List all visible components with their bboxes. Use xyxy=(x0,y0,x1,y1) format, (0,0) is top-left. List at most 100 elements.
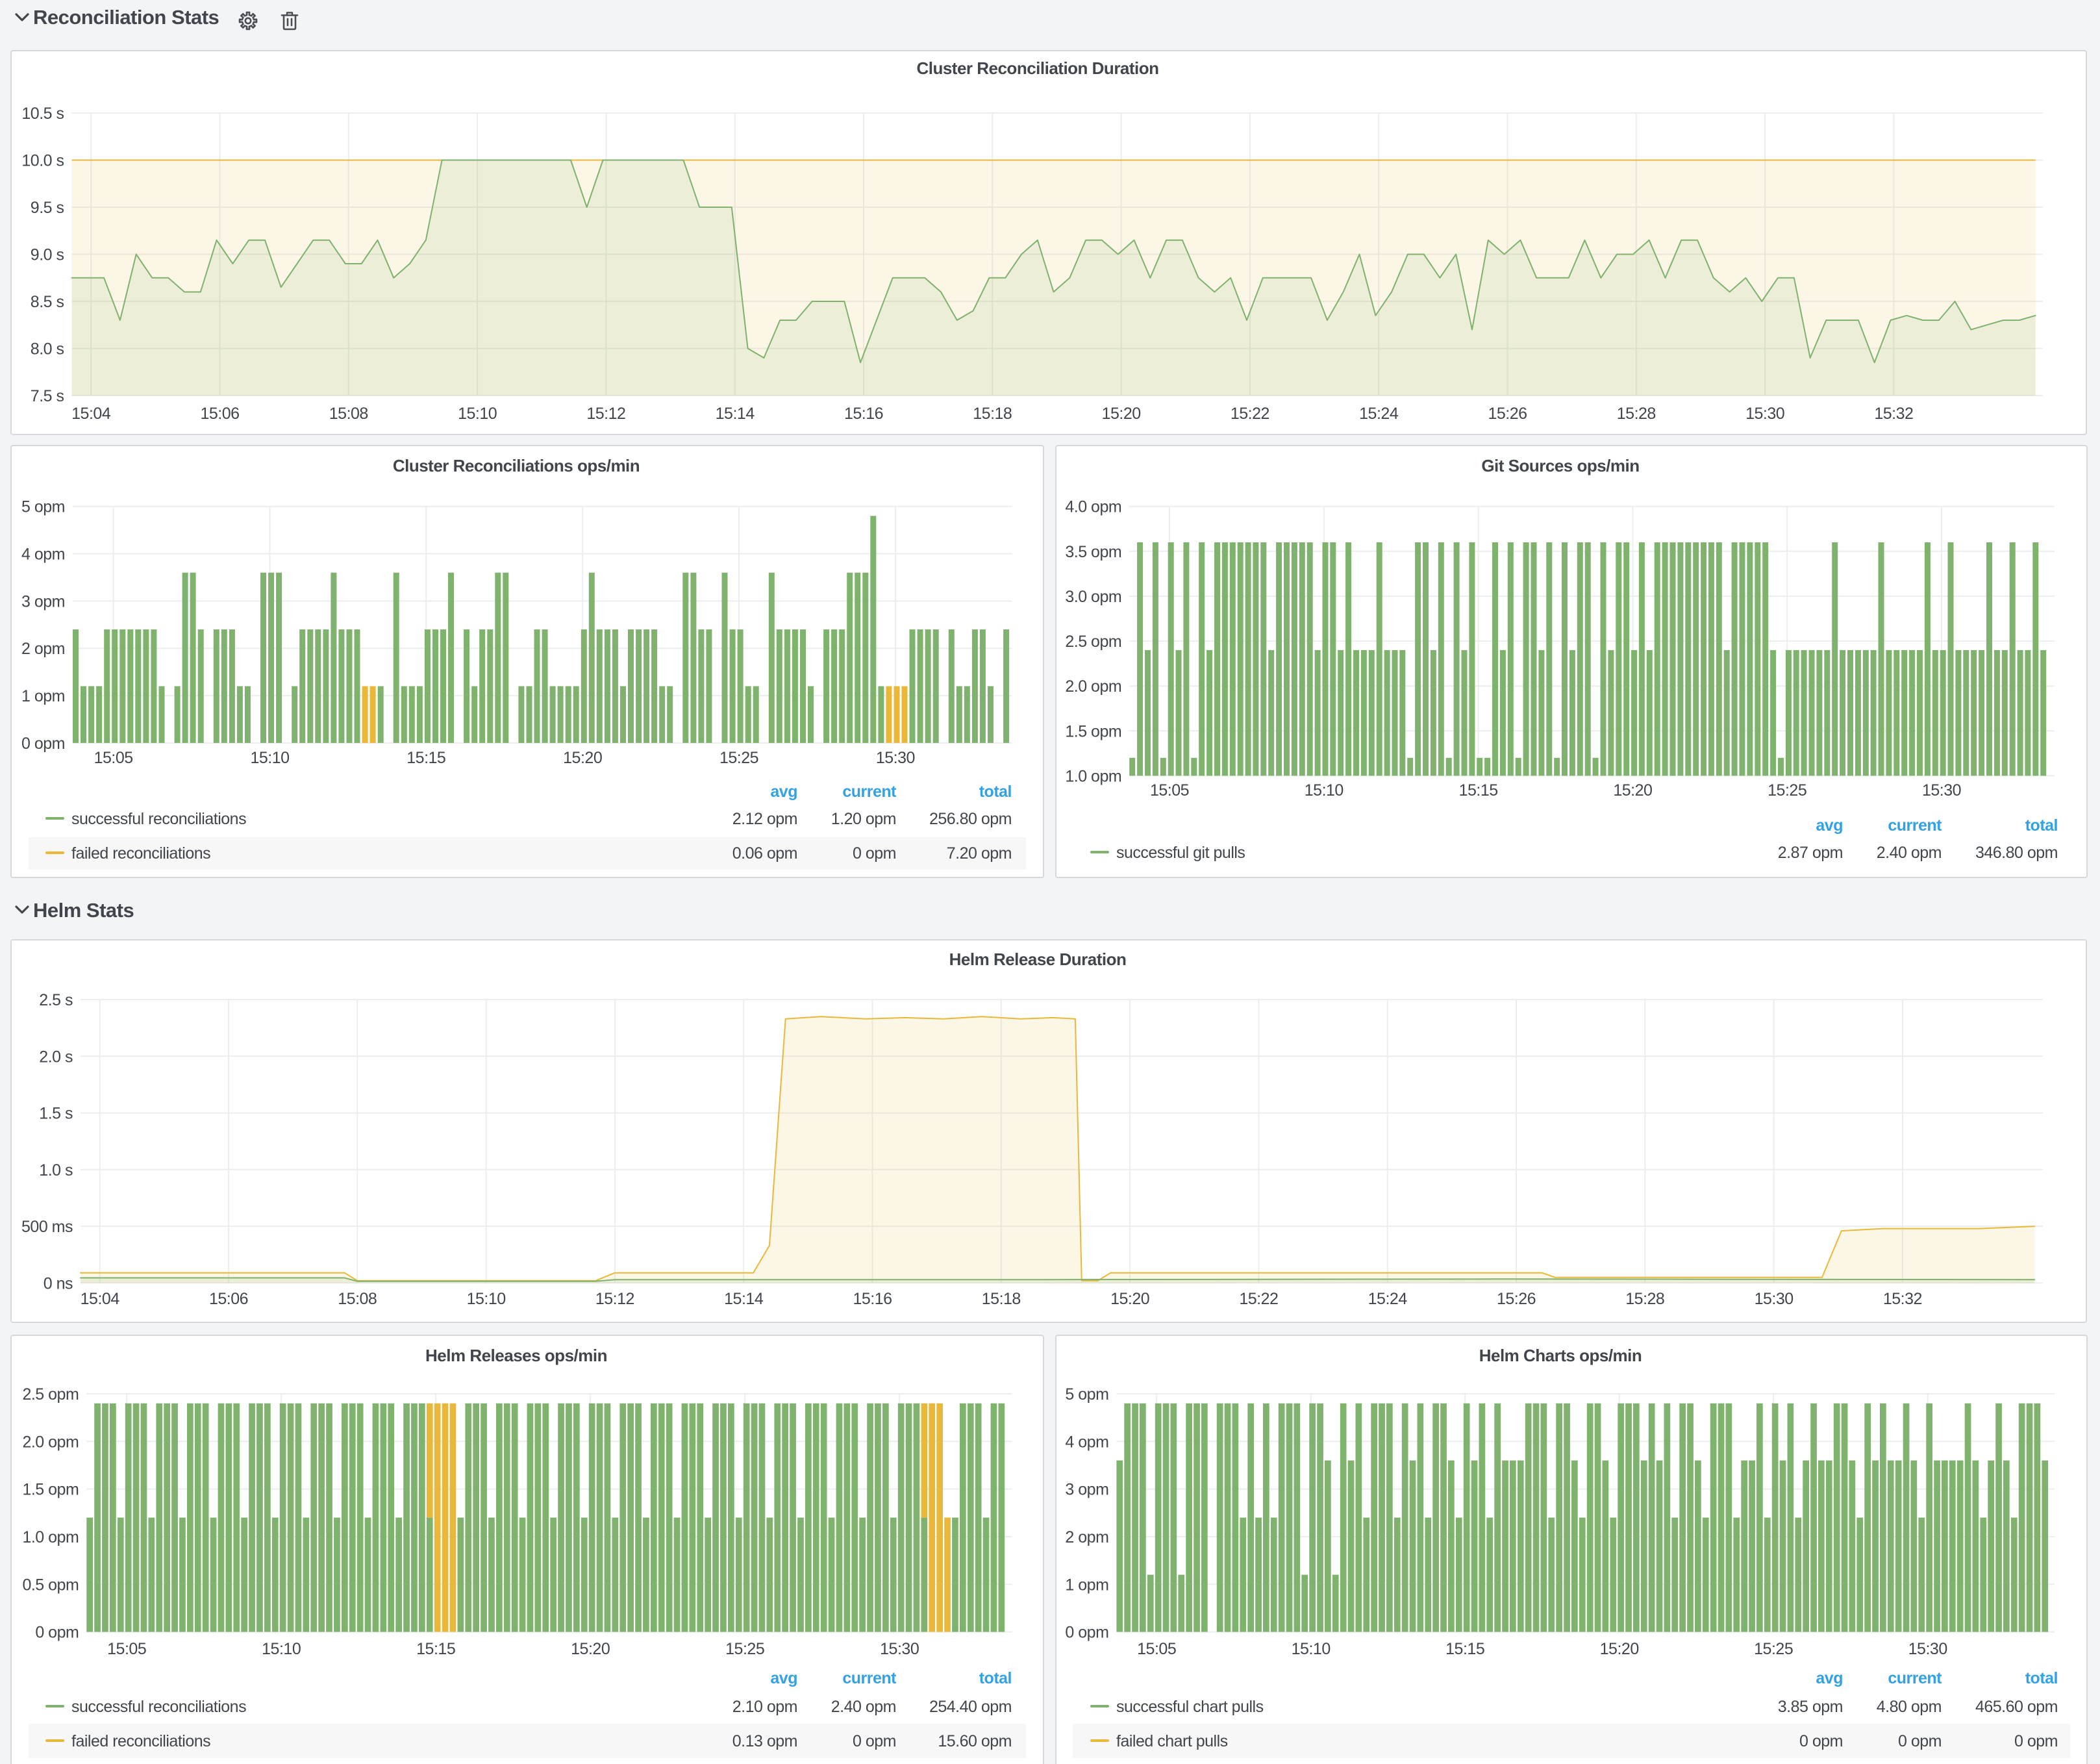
svg-text:2.0 opm: 2.0 opm xyxy=(1065,677,1121,696)
svg-text:1.0 s: 1.0 s xyxy=(39,1161,73,1179)
svg-text:successful reconciliations: successful reconciliations xyxy=(71,1698,246,1716)
svg-text:15:16: 15:16 xyxy=(844,405,883,423)
svg-text:5 opm: 5 opm xyxy=(21,498,65,516)
svg-text:Helm Releases ops/min: Helm Releases ops/min xyxy=(425,1346,607,1365)
svg-text:15:30: 15:30 xyxy=(1745,405,1784,423)
svg-text:3.5 opm: 3.5 opm xyxy=(1065,543,1121,561)
svg-text:15:20: 15:20 xyxy=(563,749,602,767)
svg-text:Reconciliation Stats: Reconciliation Stats xyxy=(33,6,219,29)
svg-text:Helm Release Duration: Helm Release Duration xyxy=(949,950,1127,969)
svg-text:Cluster Reconciliations ops/mi: Cluster Reconciliations ops/min xyxy=(393,456,640,475)
svg-text:7.5 s: 7.5 s xyxy=(31,387,64,405)
svg-text:15:08: 15:08 xyxy=(338,1290,377,1308)
svg-text:1.5 opm: 1.5 opm xyxy=(22,1481,79,1499)
svg-text:3.85 opm: 3.85 opm xyxy=(1778,1698,1843,1716)
svg-text:15:25: 15:25 xyxy=(1754,1640,1793,1658)
svg-text:15:32: 15:32 xyxy=(1883,1290,1922,1308)
svg-text:3 opm: 3 opm xyxy=(1065,1481,1108,1499)
svg-text:failed chart pulls: failed chart pulls xyxy=(1116,1732,1228,1750)
svg-text:0 opm: 0 opm xyxy=(1799,1732,1843,1750)
svg-text:15:12: 15:12 xyxy=(586,405,625,423)
svg-text:failed reconciliations: failed reconciliations xyxy=(71,844,210,863)
svg-text:15:30: 15:30 xyxy=(1908,1640,1947,1658)
svg-text:total: total xyxy=(2025,816,2058,835)
svg-text:346.80 opm: 346.80 opm xyxy=(1975,844,2058,862)
svg-text:0 opm: 0 opm xyxy=(2014,1732,2058,1750)
svg-text:0 ns: 0 ns xyxy=(44,1274,73,1292)
svg-text:15:20: 15:20 xyxy=(1110,1290,1149,1308)
svg-text:15:26: 15:26 xyxy=(1497,1290,1536,1308)
svg-text:15.60 opm: 15.60 opm xyxy=(938,1732,1012,1750)
svg-text:15:05: 15:05 xyxy=(94,749,133,767)
svg-text:0 opm: 0 opm xyxy=(1065,1624,1108,1642)
svg-text:15:04: 15:04 xyxy=(71,405,111,423)
svg-text:0 opm: 0 opm xyxy=(21,735,65,753)
svg-text:current: current xyxy=(842,783,897,801)
svg-text:0.06 opm: 0.06 opm xyxy=(732,844,797,863)
svg-text:15:10: 15:10 xyxy=(262,1640,301,1658)
svg-text:15:15: 15:15 xyxy=(1459,781,1498,800)
svg-text:15:10: 15:10 xyxy=(250,749,289,767)
svg-text:3 opm: 3 opm xyxy=(21,592,65,611)
svg-text:15:26: 15:26 xyxy=(1488,405,1527,423)
svg-text:15:14: 15:14 xyxy=(716,405,755,423)
svg-text:15:10: 15:10 xyxy=(458,405,497,423)
svg-text:1.0 opm: 1.0 opm xyxy=(22,1528,79,1546)
svg-text:15:18: 15:18 xyxy=(982,1290,1021,1308)
svg-text:4.0 opm: 4.0 opm xyxy=(1065,498,1121,516)
svg-text:15:25: 15:25 xyxy=(725,1640,764,1658)
svg-text:Helm Charts ops/min: Helm Charts ops/min xyxy=(1479,1346,1642,1365)
svg-text:15:06: 15:06 xyxy=(200,405,239,423)
svg-text:9.5 s: 9.5 s xyxy=(31,199,64,217)
svg-text:current: current xyxy=(1888,1669,1942,1687)
svg-text:0 opm: 0 opm xyxy=(853,844,896,863)
svg-text:avg: avg xyxy=(1816,1669,1843,1687)
svg-text:2.87 opm: 2.87 opm xyxy=(1778,844,1843,862)
svg-text:1.20 opm: 1.20 opm xyxy=(831,810,896,828)
svg-text:15:10: 15:10 xyxy=(1292,1640,1331,1658)
svg-text:15:14: 15:14 xyxy=(724,1290,764,1308)
svg-text:total: total xyxy=(979,783,1012,801)
svg-text:15:15: 15:15 xyxy=(1445,1640,1484,1658)
svg-text:15:16: 15:16 xyxy=(853,1290,892,1308)
svg-text:1 opm: 1 opm xyxy=(21,687,65,705)
svg-text:4 opm: 4 opm xyxy=(1065,1433,1108,1451)
svg-text:successful chart pulls: successful chart pulls xyxy=(1116,1698,1264,1716)
svg-text:1 opm: 1 opm xyxy=(1065,1576,1108,1594)
svg-text:10.0 s: 10.0 s xyxy=(21,152,64,170)
svg-text:2.0 opm: 2.0 opm xyxy=(22,1433,79,1451)
svg-text:500 ms: 500 ms xyxy=(21,1218,73,1236)
svg-text:15:32: 15:32 xyxy=(1874,405,1913,423)
svg-text:15:20: 15:20 xyxy=(1102,405,1141,423)
svg-text:15:20: 15:20 xyxy=(571,1640,610,1658)
svg-text:0 opm: 0 opm xyxy=(35,1624,79,1642)
svg-text:7.20 opm: 7.20 opm xyxy=(947,844,1012,863)
svg-text:15:20: 15:20 xyxy=(1600,1640,1639,1658)
svg-text:15:24: 15:24 xyxy=(1368,1290,1408,1308)
svg-text:1.0 opm: 1.0 opm xyxy=(1065,767,1121,785)
svg-text:15:22: 15:22 xyxy=(1231,405,1269,423)
svg-text:15:20: 15:20 xyxy=(1613,781,1652,800)
svg-text:Git Sources ops/min: Git Sources ops/min xyxy=(1481,456,1639,475)
svg-text:2.40 opm: 2.40 opm xyxy=(1877,844,1942,862)
svg-text:current: current xyxy=(842,1669,897,1687)
svg-text:3.0 opm: 3.0 opm xyxy=(1065,588,1121,606)
svg-text:15:30: 15:30 xyxy=(876,749,915,767)
svg-text:2 opm: 2 opm xyxy=(21,640,65,658)
svg-text:15:10: 15:10 xyxy=(1305,781,1344,800)
svg-text:0 opm: 0 opm xyxy=(1898,1732,1942,1750)
svg-text:total: total xyxy=(2025,1669,2058,1687)
svg-text:1.5 s: 1.5 s xyxy=(39,1105,73,1123)
svg-text:2.12 opm: 2.12 opm xyxy=(732,810,797,828)
svg-text:15:15: 15:15 xyxy=(416,1640,455,1658)
svg-text:15:22: 15:22 xyxy=(1239,1290,1278,1308)
svg-text:465.60 opm: 465.60 opm xyxy=(1975,1698,2058,1716)
svg-text:2.5 s: 2.5 s xyxy=(39,991,73,1009)
svg-text:15:25: 15:25 xyxy=(719,749,758,767)
svg-text:failed reconciliations: failed reconciliations xyxy=(71,1732,210,1750)
svg-text:4.80 opm: 4.80 opm xyxy=(1877,1698,1942,1716)
svg-text:1.5 opm: 1.5 opm xyxy=(1065,722,1121,740)
svg-text:2.5 opm: 2.5 opm xyxy=(22,1385,79,1404)
svg-text:10.5 s: 10.5 s xyxy=(21,105,64,123)
svg-text:successful reconciliations: successful reconciliations xyxy=(71,810,246,828)
